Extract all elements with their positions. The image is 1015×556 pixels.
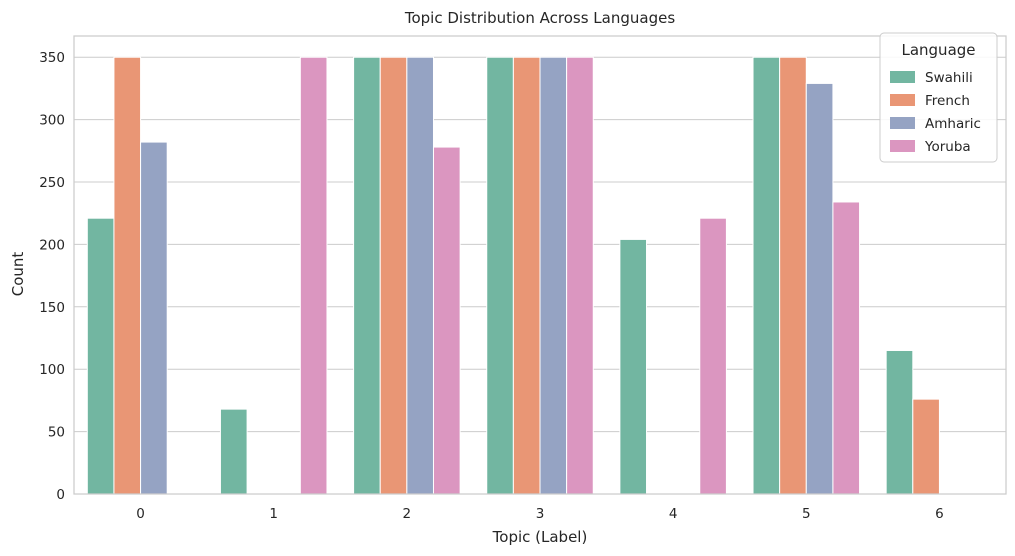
bar-french-topic-5 bbox=[779, 56, 807, 495]
bar-amharic-topic-5 bbox=[805, 82, 834, 495]
y-tick-label: 250 bbox=[39, 175, 65, 191]
x-tick-label: 6 bbox=[935, 506, 944, 522]
y-tick-label: 50 bbox=[48, 425, 65, 441]
bar-swahili-topic-3 bbox=[486, 56, 514, 495]
y-axis-label: Count bbox=[9, 252, 27, 297]
bar-french-topic-0 bbox=[113, 56, 142, 495]
y-tick-label: 150 bbox=[39, 300, 65, 316]
legend-label-yoruba: Yoruba bbox=[924, 139, 971, 155]
bar-yoruba-topic-3 bbox=[566, 56, 594, 495]
x-tick-label: 1 bbox=[269, 506, 278, 522]
x-tick-label: 3 bbox=[536, 506, 545, 522]
legend-swatch-amharic bbox=[890, 117, 915, 129]
bar-yoruba-topic-1 bbox=[299, 56, 328, 495]
bar-french-topic-2 bbox=[379, 56, 408, 495]
legend: Language Swahili French Amharic Yoruba bbox=[879, 32, 998, 163]
bar-swahili-topic-6 bbox=[885, 349, 914, 495]
bar-french-topic-6 bbox=[912, 398, 940, 495]
x-tick-label: 0 bbox=[136, 506, 145, 522]
legend-label-swahili: Swahili bbox=[925, 70, 973, 86]
bar-amharic-topic-0 bbox=[140, 141, 168, 495]
bars bbox=[86, 56, 940, 495]
legend-title: Language bbox=[901, 41, 975, 59]
bar-swahili-topic-1 bbox=[219, 408, 248, 495]
bar-swahili-topic-2 bbox=[353, 56, 381, 495]
plot-frame bbox=[73, 35, 1007, 495]
y-tick-label: 100 bbox=[39, 362, 65, 378]
bar-french-topic-3 bbox=[512, 56, 541, 495]
legend-swatch-french bbox=[890, 94, 915, 106]
legend-swatch-yoruba bbox=[890, 140, 915, 152]
legend-swatch-swahili bbox=[890, 71, 915, 83]
y-tick-label: 300 bbox=[39, 113, 65, 129]
x-tick-label: 4 bbox=[669, 506, 678, 522]
legend-label-french: French bbox=[925, 93, 970, 109]
bar-swahili-topic-5 bbox=[752, 56, 781, 495]
bar-amharic-topic-3 bbox=[539, 56, 568, 495]
bar-yoruba-topic-4 bbox=[699, 217, 727, 495]
y-axis-ticks: 0 50 100 150 200 250 300 350 bbox=[39, 50, 65, 503]
bar-yoruba-topic-2 bbox=[432, 146, 461, 495]
x-tick-label: 5 bbox=[802, 506, 811, 522]
chart-title: Topic Distribution Across Languages bbox=[404, 9, 675, 27]
legend-label-amharic: Amharic bbox=[925, 116, 981, 132]
x-axis-ticks: 0 1 2 3 4 5 6 bbox=[136, 506, 943, 522]
bar-yoruba-topic-5 bbox=[832, 201, 861, 495]
bar-swahili-topic-0 bbox=[86, 217, 115, 495]
y-tick-label: 200 bbox=[39, 237, 65, 253]
bar-amharic-topic-2 bbox=[406, 56, 434, 495]
x-tick-label: 2 bbox=[403, 506, 412, 522]
y-tick-label: 350 bbox=[39, 50, 65, 66]
legend-box bbox=[879, 32, 998, 163]
bar-swahili-topic-4 bbox=[619, 238, 648, 495]
x-axis-label: Topic (Label) bbox=[492, 528, 588, 546]
y-tick-label: 0 bbox=[56, 487, 65, 503]
